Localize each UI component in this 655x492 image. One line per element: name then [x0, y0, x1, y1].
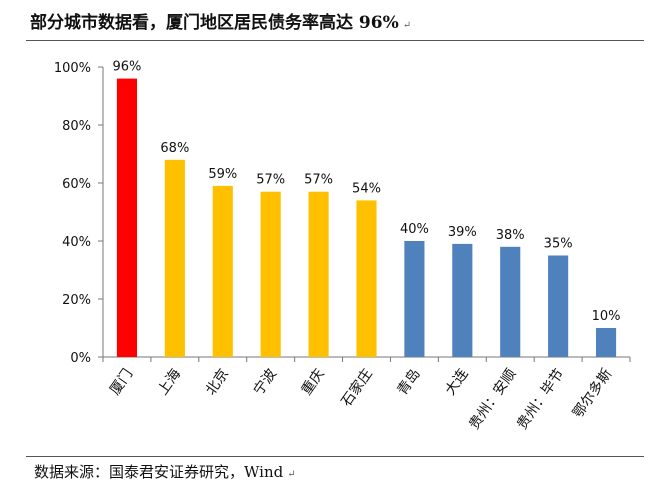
bar	[452, 243, 473, 357]
title-text: 部分城市数据看，厦门地区居民债务率高达 96%	[30, 13, 399, 33]
bar	[116, 78, 138, 357]
data-label: 59%	[208, 167, 237, 182]
data-label: 57%	[304, 173, 333, 188]
y-tick-label: 0%	[70, 351, 91, 366]
x-tick-label: 青岛	[395, 366, 424, 398]
bar	[212, 185, 233, 357]
x-tick-label: 重庆	[299, 366, 328, 398]
x-tick-label: 贵州：毕节	[514, 366, 567, 433]
page-title: 部分城市数据看，厦门地区居民债务率高达 96% ↵	[30, 8, 411, 33]
title-return-mark: ↵	[402, 20, 412, 31]
x-tick-label: 贵州：安顺	[466, 366, 519, 433]
data-label: 10%	[592, 309, 621, 324]
source-text: 数据来源：国泰君安证券研究，Wind	[34, 463, 284, 481]
bar	[548, 255, 569, 357]
data-label: 39%	[448, 225, 477, 240]
bar	[500, 246, 521, 357]
data-label: 68%	[160, 141, 189, 156]
x-tick-label: 鄂尔多斯	[569, 366, 615, 422]
x-tick-label: 大连	[442, 366, 471, 398]
bar	[356, 200, 377, 357]
title-rule	[26, 40, 644, 41]
y-tick-label: 100%	[54, 61, 91, 76]
y-tick-label: 80%	[62, 119, 91, 134]
source-note: 数据来源：国泰君安证券研究，Wind ↵	[34, 461, 296, 482]
x-tick-label: 上海	[155, 366, 184, 398]
y-tick-label: 40%	[62, 235, 91, 250]
bar	[164, 159, 185, 357]
data-label: 38%	[496, 228, 525, 243]
data-label: 54%	[352, 181, 381, 196]
bar	[260, 191, 281, 357]
x-tick-label: 宁波	[250, 366, 280, 399]
y-tick-label: 20%	[62, 293, 91, 308]
x-tick-label: 厦门	[107, 366, 136, 398]
y-tick-label: 60%	[62, 177, 91, 192]
source-return-mark: ↵	[287, 469, 296, 480]
bar	[404, 241, 425, 357]
data-label: 35%	[544, 237, 573, 252]
bar	[595, 328, 617, 357]
data-label: 57%	[256, 173, 285, 188]
x-tick-label: 北京	[203, 366, 232, 398]
data-label: 40%	[400, 222, 429, 237]
data-label: 96%	[113, 60, 142, 75]
bar	[308, 191, 329, 357]
x-tick-label: 石家庄	[338, 366, 376, 410]
source-rule	[26, 456, 644, 457]
